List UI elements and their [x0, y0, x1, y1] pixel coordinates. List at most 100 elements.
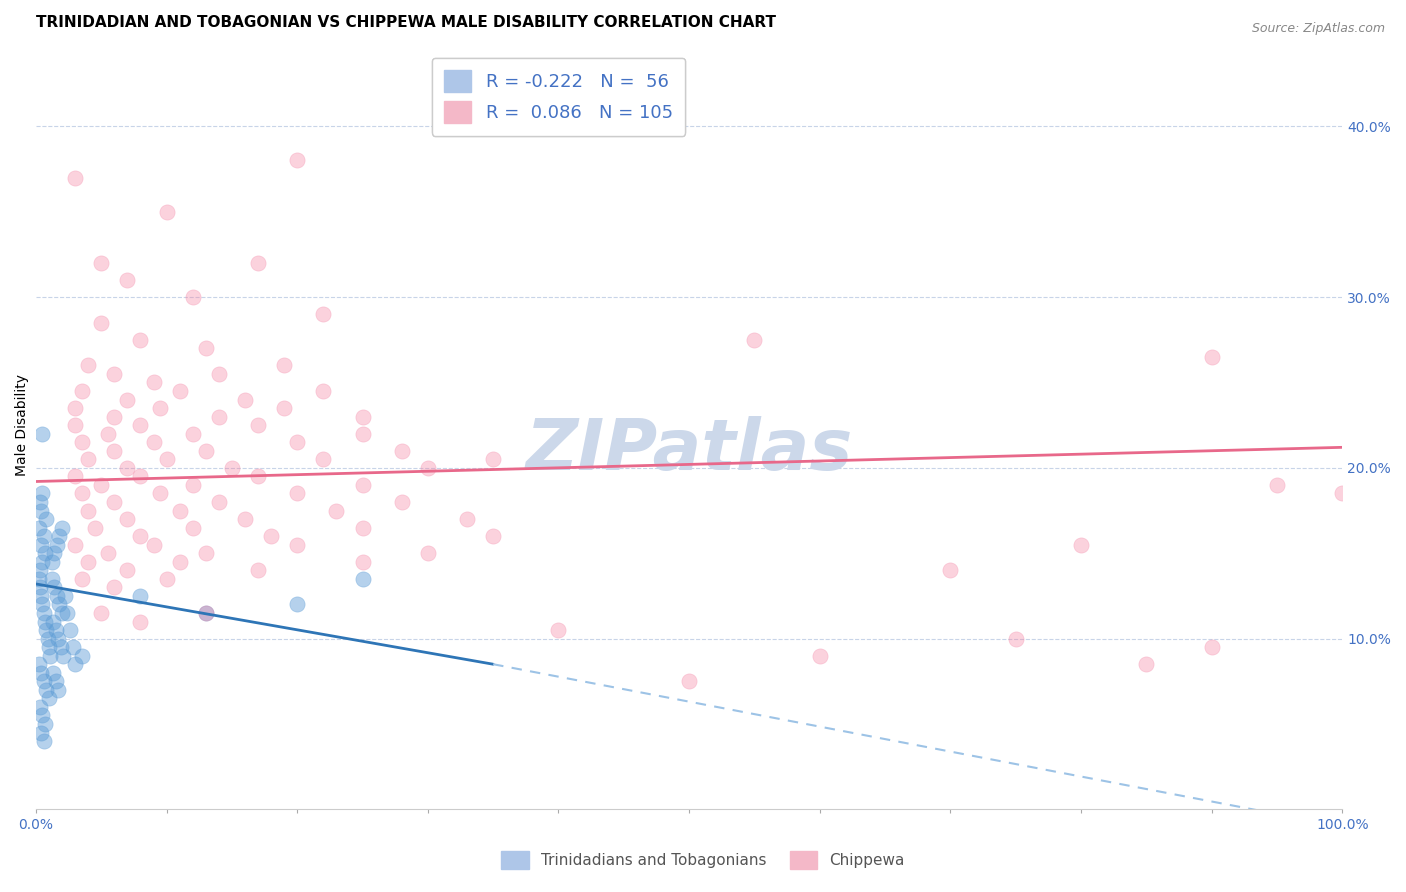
Point	[51, 520, 73, 534]
Point	[129, 615, 152, 629]
Y-axis label: Male Disability: Male Disability	[15, 374, 30, 476]
Point	[77, 503, 100, 517]
Point	[45, 589, 67, 603]
Point	[59, 623, 82, 637]
Point	[30, 538, 52, 552]
Point	[56, 606, 79, 620]
Text: Source: ZipAtlas.com: Source: ZipAtlas.com	[1251, 22, 1385, 36]
Point	[39, 648, 62, 663]
Point	[32, 674, 55, 689]
Point	[77, 555, 100, 569]
Point	[35, 623, 58, 637]
Point	[30, 503, 52, 517]
Point	[51, 606, 73, 620]
Point	[352, 409, 374, 424]
Point	[117, 460, 139, 475]
Point	[352, 555, 374, 569]
Point	[129, 529, 152, 543]
Point	[391, 495, 413, 509]
Point	[28, 699, 51, 714]
Point	[31, 555, 53, 569]
Point	[155, 572, 177, 586]
Point	[285, 598, 308, 612]
Point	[117, 273, 139, 287]
Point	[63, 401, 86, 415]
Point	[155, 204, 177, 219]
Point	[247, 563, 270, 577]
Point	[32, 606, 55, 620]
Point	[1331, 486, 1354, 500]
Point	[808, 648, 831, 663]
Point	[35, 682, 58, 697]
Point	[45, 623, 67, 637]
Point	[285, 435, 308, 450]
Point	[221, 460, 243, 475]
Point	[416, 460, 439, 475]
Point	[142, 376, 165, 390]
Point	[456, 512, 478, 526]
Point	[260, 529, 283, 543]
Point	[45, 674, 67, 689]
Point	[103, 495, 125, 509]
Point	[416, 546, 439, 560]
Point	[129, 418, 152, 433]
Point	[31, 598, 53, 612]
Point	[939, 563, 962, 577]
Point	[28, 580, 51, 594]
Point	[181, 520, 204, 534]
Point	[32, 734, 55, 748]
Point	[97, 546, 120, 560]
Point	[63, 538, 86, 552]
Legend: R = -0.222   N =  56, R =  0.086   N = 105: R = -0.222 N = 56, R = 0.086 N = 105	[432, 58, 686, 136]
Point	[117, 392, 139, 407]
Point	[70, 572, 93, 586]
Point	[1070, 538, 1092, 552]
Point	[285, 153, 308, 168]
Point	[38, 640, 60, 654]
Point	[1135, 657, 1157, 672]
Point	[233, 512, 256, 526]
Point	[42, 615, 65, 629]
Point	[27, 520, 49, 534]
Point	[194, 606, 217, 620]
Point	[482, 452, 505, 467]
Point	[62, 640, 84, 654]
Point	[285, 538, 308, 552]
Point	[44, 580, 66, 594]
Point	[169, 384, 191, 398]
Point	[352, 572, 374, 586]
Point	[1004, 632, 1026, 646]
Point	[32, 529, 55, 543]
Point	[129, 589, 152, 603]
Point	[352, 478, 374, 492]
Point	[27, 657, 49, 672]
Point	[194, 546, 217, 560]
Point	[31, 708, 53, 723]
Text: TRINIDADIAN AND TOBAGONIAN VS CHIPPEWA MALE DISABILITY CORRELATION CHART: TRINIDADIAN AND TOBAGONIAN VS CHIPPEWA M…	[37, 15, 776, 30]
Point	[63, 469, 86, 483]
Point	[31, 426, 53, 441]
Point	[181, 290, 204, 304]
Point	[45, 538, 67, 552]
Point	[273, 359, 295, 373]
Point	[247, 256, 270, 270]
Point	[41, 572, 63, 586]
Point	[34, 615, 56, 629]
Point	[48, 529, 70, 543]
Point	[194, 341, 217, 355]
Point	[129, 333, 152, 347]
Point	[482, 529, 505, 543]
Legend: Trinidadians and Tobagonians, Chippewa: Trinidadians and Tobagonians, Chippewa	[495, 845, 911, 875]
Point	[181, 478, 204, 492]
Point	[90, 316, 112, 330]
Point	[155, 452, 177, 467]
Point	[129, 469, 152, 483]
Text: ZIPatlas: ZIPatlas	[526, 417, 853, 485]
Point	[46, 632, 69, 646]
Point	[169, 503, 191, 517]
Point	[142, 538, 165, 552]
Point	[247, 469, 270, 483]
Point	[273, 401, 295, 415]
Point	[103, 409, 125, 424]
Point	[27, 572, 49, 586]
